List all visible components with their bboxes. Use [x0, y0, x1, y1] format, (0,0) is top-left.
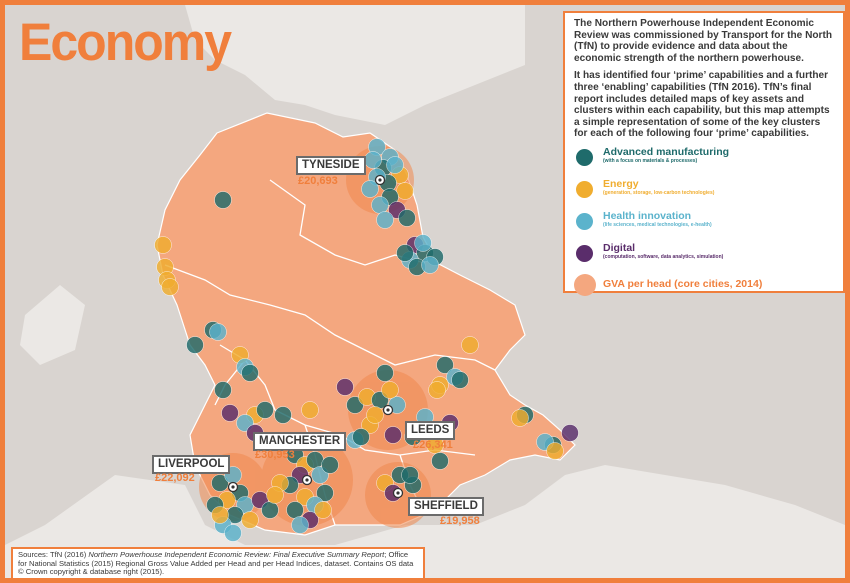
- cluster-dot: [274, 406, 292, 424]
- cluster-dot: [241, 364, 259, 382]
- city-marker-center: [231, 485, 235, 489]
- cluster-dot: [436, 356, 454, 374]
- cluster-dot: [366, 406, 384, 424]
- cluster-dot: [161, 278, 179, 296]
- cluster-dot: [286, 501, 304, 519]
- cluster-dot: [224, 524, 242, 542]
- city-marker-center: [396, 491, 400, 495]
- scotland-land: [185, 5, 525, 125]
- legend-label: Energy: [603, 177, 639, 190]
- cluster-dot: [321, 456, 339, 474]
- cluster-dot: [398, 209, 416, 227]
- legend-label: Health innovation: [603, 209, 692, 222]
- teal-circle-icon: [576, 148, 593, 166]
- city-label-liverpool: LIVERPOOL: [152, 455, 231, 474]
- legend-sub: (computation, software, data analytics, …: [603, 253, 724, 260]
- cluster-dot: [381, 381, 399, 399]
- cluster-dot: [336, 378, 354, 396]
- city-marker-center: [386, 408, 390, 412]
- city-gva-manchester: £30,953: [255, 449, 295, 461]
- orange-circle-icon: [574, 273, 596, 296]
- cluster-dot: [421, 256, 439, 274]
- cluster-dot: [431, 452, 449, 470]
- cluster-dot: [364, 151, 382, 169]
- legend-label: Advanced manufacturing: [603, 145, 730, 158]
- sources-prefix: Sources: TfN (2016): [18, 550, 89, 559]
- cluster-dot: [314, 501, 332, 519]
- legend-item-digital: Digital (computation, software, data ana…: [574, 242, 835, 274]
- cluster-dot: [546, 442, 564, 460]
- city-label-manchester: MANCHESTER: [253, 432, 347, 451]
- cluster-dot: [291, 516, 309, 534]
- cluster-dot: [214, 381, 232, 399]
- cluster-dot: [256, 401, 274, 419]
- sources-title: Northern Powerhouse Independent Economic…: [88, 550, 385, 559]
- cluster-dot: [428, 381, 446, 399]
- light-blue-circle-icon: [576, 212, 593, 230]
- cluster-dot: [154, 236, 172, 254]
- cluster-dot: [261, 501, 279, 519]
- cluster-dot: [414, 234, 432, 252]
- sources-note: Sources: TfN (2016) Northern Powerhouse …: [11, 547, 425, 578]
- city-marker-center: [378, 178, 382, 182]
- cluster-dot: [352, 428, 370, 446]
- page-title: Economy: [19, 12, 232, 72]
- city-gva-liverpool: £22,092: [155, 472, 195, 484]
- legend-item-energy: Energy (generation, storage, low-carbon …: [574, 178, 835, 210]
- legend-item-health-innovation: Health innovation (life sciences, medica…: [574, 210, 835, 242]
- legend: Advanced manufacturing (with a focus on …: [574, 146, 835, 306]
- cluster-dot: [209, 323, 227, 341]
- purple-circle-icon: [576, 244, 593, 262]
- cluster-dot: [361, 180, 379, 198]
- legend-sub: (with a focus on materials & processes): [603, 157, 698, 164]
- info-panel: The Northern Powerhouse Independent Econ…: [563, 11, 845, 296]
- map-canvas: [5, 5, 845, 578]
- legend-sub: (life sciences, medical technologies, e-…: [603, 221, 712, 228]
- city-gva-tyneside: £20,693: [298, 175, 338, 187]
- cluster-dot: [214, 191, 232, 209]
- cluster-dot: [221, 404, 239, 422]
- cluster-dot: [401, 466, 419, 484]
- cluster-dot: [306, 451, 324, 469]
- city-gva-leeds: £26,341: [413, 439, 453, 451]
- cluster-dot: [461, 336, 479, 354]
- cluster-dot: [371, 196, 389, 214]
- city-label-sheffield: SHEFFIELD: [408, 497, 484, 516]
- legend-item-gva: GVA per head (core cities, 2014): [574, 273, 835, 306]
- cluster-dot: [396, 182, 414, 200]
- cluster-dot: [386, 156, 404, 174]
- sources-suffix: ; Office for National Statistics (2015) …: [18, 550, 414, 577]
- info-paragraph-2: It has identified four ‘prime’ capabilit…: [574, 70, 830, 140]
- city-markers: [227, 174, 404, 499]
- legend-item-advanced-manufacturing: Advanced manufacturing (with a focus on …: [574, 146, 835, 178]
- cluster-dot: [211, 506, 229, 524]
- isle-land: [20, 285, 85, 365]
- cluster-dot: [266, 486, 284, 504]
- cluster-dot: [376, 364, 394, 382]
- cluster-dot: [211, 474, 229, 492]
- city-gva-sheffield: £19,958: [440, 515, 480, 527]
- cluster-dot: [241, 511, 259, 529]
- cluster-dot: [384, 426, 402, 444]
- cluster-dot: [451, 371, 469, 389]
- cluster-dot: [511, 409, 529, 427]
- city-label-leeds: LEEDS: [405, 421, 456, 440]
- cluster-dot: [301, 401, 319, 419]
- cluster-dot: [376, 211, 394, 229]
- legend-label: GVA per head (core cities, 2014): [603, 277, 763, 290]
- yellow-circle-icon: [576, 180, 593, 198]
- info-paragraph-1: The Northern Powerhouse Independent Econ…: [574, 18, 833, 64]
- city-label-tyneside: TYNESIDE: [296, 156, 366, 175]
- legend-label: Digital: [603, 241, 636, 254]
- city-marker-center: [305, 478, 309, 482]
- cluster-dot: [396, 244, 414, 262]
- legend-sub: (generation, storage, low-carbon technol…: [603, 189, 715, 196]
- cluster-dot: [186, 336, 204, 354]
- cluster-dot: [561, 424, 579, 442]
